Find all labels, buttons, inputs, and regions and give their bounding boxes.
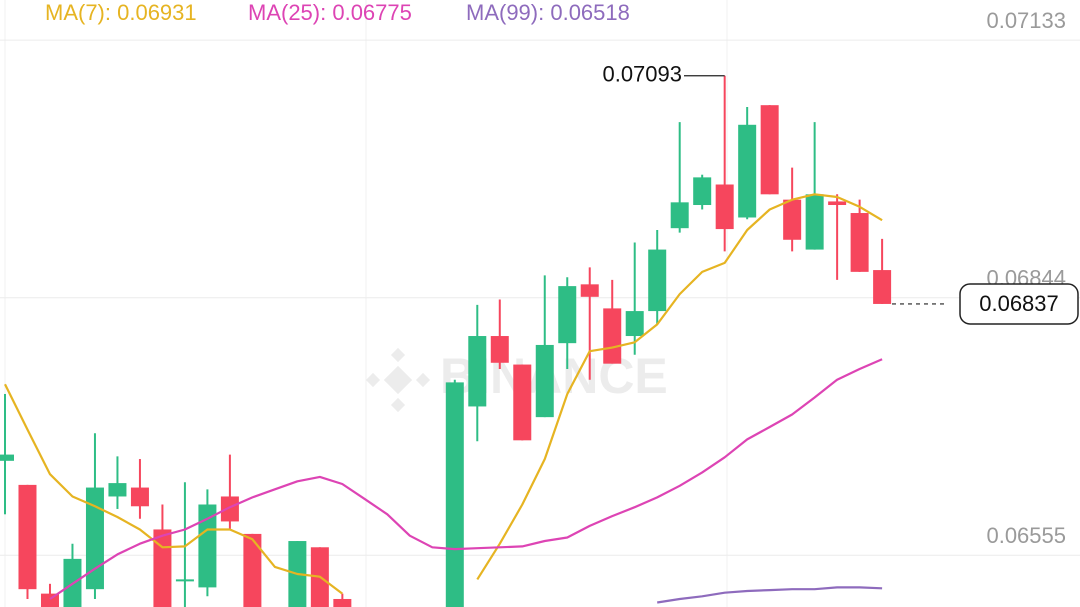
- candle-body: [513, 364, 532, 441]
- y-tick-label: 0.07133: [986, 8, 1066, 33]
- candle-body: [850, 213, 869, 272]
- y-tick-label: 0.06555: [986, 523, 1066, 548]
- candle-body: [0, 454, 14, 461]
- ma-line: [4, 193, 883, 595]
- candle-body: [738, 124, 757, 218]
- last-price-box: [959, 283, 1079, 325]
- candle-body: [873, 270, 892, 304]
- candle-body: [445, 382, 464, 607]
- legend-entry: MA(99): 0.06518: [466, 0, 630, 25]
- watermark-logo: [365, 347, 431, 413]
- candle-body: [490, 336, 509, 363]
- candle-body: [18, 484, 37, 590]
- candle-body: [805, 194, 824, 250]
- candle-body: [468, 336, 487, 407]
- candle-body: [175, 579, 194, 582]
- ma-line: [657, 586, 883, 604]
- candle-body: [220, 496, 239, 522]
- candle-body: [603, 308, 622, 364]
- candle-body: [625, 311, 644, 337]
- candle-body: [130, 487, 149, 507]
- legend-entry: MA(7): 0.06931: [45, 0, 197, 25]
- candle-body: [108, 483, 127, 497]
- ma-line: [49, 358, 883, 600]
- candle-body: [648, 249, 667, 312]
- high-label: 0.07093: [602, 62, 682, 87]
- candle-body: [715, 184, 734, 230]
- candle-body: [783, 199, 802, 240]
- candle-body: [153, 529, 172, 607]
- candle-body: [333, 598, 352, 607]
- candle-body: [828, 201, 847, 206]
- candle-body: [760, 105, 779, 195]
- candle-body: [85, 487, 104, 590]
- candle-body: [243, 533, 262, 607]
- legend-entry: MA(25): 0.06775: [248, 0, 412, 25]
- last-price-label: 0.06837: [979, 291, 1059, 316]
- candle-body: [693, 177, 712, 206]
- candle-body: [670, 202, 689, 229]
- candle-body: [535, 344, 554, 418]
- candle-body: [198, 504, 217, 588]
- candle-body: [580, 284, 599, 297]
- candle-body: [558, 286, 577, 344]
